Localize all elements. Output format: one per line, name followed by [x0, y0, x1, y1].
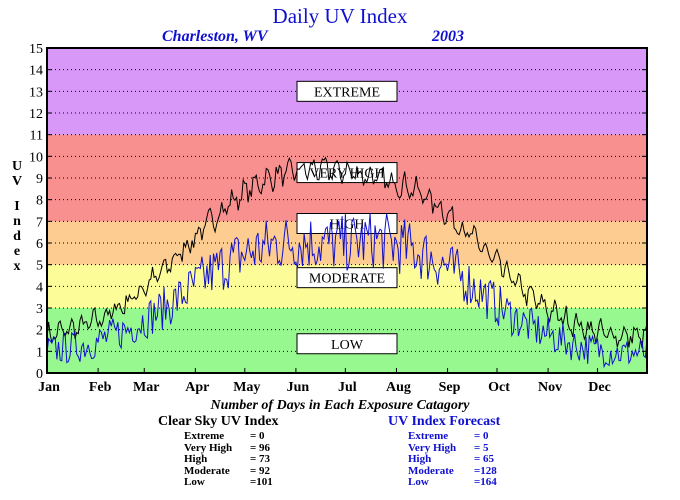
y-tick-label: 7 [36, 215, 43, 230]
zone-label-text: EXTREME [314, 85, 380, 100]
x-tick-label: Sep [439, 380, 461, 395]
x-tick-label: Mar [133, 380, 159, 395]
clear-sky-stats-title: Clear Sky UV Index [158, 414, 279, 429]
zone-label-text: MODERATE [309, 272, 385, 287]
x-tick-label: Dec [588, 380, 611, 395]
uv-chart: Daily UV Index Charleston, WV 2003 LOW MO… [12, 4, 648, 395]
y-tick-label: 5 [36, 259, 43, 274]
y-axis-label-letter: d [13, 229, 21, 244]
stat-row: Moderate = 92 [184, 464, 271, 477]
y-tick-label: 6 [36, 237, 43, 252]
zone-label-text: LOW [331, 338, 364, 353]
zone-label-moderate: MODERATE [296, 267, 398, 289]
series-line-clear_sky [46, 156, 648, 349]
y-tick-label: 8 [36, 194, 43, 209]
stat-row: Low =101 [184, 476, 273, 489]
x-tick-label: Oct [488, 380, 510, 395]
stat-row: Very High = 5 [408, 441, 489, 454]
x-tick-label: Jan [38, 380, 60, 395]
chart-location: Charleston, WV [162, 28, 269, 45]
y-tick-label: 10 [29, 150, 43, 165]
chart-year: 2003 [431, 28, 464, 45]
y-tick-label: 4 [36, 280, 43, 295]
y-axis-label-letter: I [14, 199, 19, 214]
y-axis-label-letter: V [12, 174, 22, 189]
stats-heading: Number of Days in Each Exposure Catagory [210, 398, 470, 413]
stat-row: High = 73 [184, 453, 271, 466]
stat-row: Moderate =128 [408, 464, 497, 477]
forecast-stats-title: UV Index Forecast [388, 414, 501, 429]
y-tick-label: 11 [30, 129, 43, 144]
zone-label-box [296, 333, 398, 355]
stat-row: Extreme = 0 [408, 430, 489, 442]
x-tick-label: Jul [338, 380, 357, 395]
zone-label-high: HIGH [296, 213, 398, 234]
zone-label-text: HIGH [330, 218, 365, 233]
forecast-stats: UV Index Forecast Extreme = 0 Very High = … [388, 414, 500, 489]
y-tick-label: 12 [29, 107, 43, 122]
grid-lines [47, 69, 647, 352]
y-tick-label: 2 [36, 324, 43, 339]
x-tick-label: Nov [538, 380, 562, 395]
clear-sky-stats: Clear Sky UV Index Extreme = 0 Very High =… [158, 414, 278, 489]
x-axis-months: Jan Feb Mar Apr May Jun Jul Aug Sep Oct Nov Dec [38, 368, 611, 395]
x-tick-label: Apr [185, 380, 209, 395]
zone-label-box [296, 80, 398, 102]
y-tick-label: 0 [36, 367, 43, 382]
series-line-forecast [46, 213, 648, 369]
stat-row: High = 65 [408, 453, 495, 466]
y-tick-label: 14 [29, 64, 43, 79]
zone-label-low: LOW [296, 333, 398, 355]
y-axis-label-letter: U [12, 159, 22, 174]
x-tick-label: Feb [89, 380, 112, 395]
y-tick-label: 1 [36, 345, 43, 360]
stat-row: Low =164 [408, 476, 497, 489]
stat-row: Extreme = 0 [184, 430, 265, 442]
stat-row: Very High = 96 [184, 441, 271, 454]
x-tick-label: Aug [386, 380, 411, 395]
zone-label-box [296, 213, 398, 234]
x-tick-label: May [233, 380, 260, 395]
y-tick-label: 9 [36, 172, 43, 187]
y-tick-label: 3 [36, 302, 43, 317]
chart-title: Daily UV Index [273, 4, 408, 28]
plot-frame [46, 47, 648, 374]
x-tick-label: Jun [287, 380, 310, 395]
y-axis-label-letter: x [14, 259, 21, 274]
y-tick-label: 13 [29, 85, 43, 100]
y-axis-label-letter: n [13, 214, 21, 229]
data-lines [46, 156, 648, 369]
y-axis-label-letter: e [14, 244, 20, 259]
y-tick-label: 15 [29, 42, 43, 57]
zone-label-extreme: EXTREME [296, 80, 398, 102]
